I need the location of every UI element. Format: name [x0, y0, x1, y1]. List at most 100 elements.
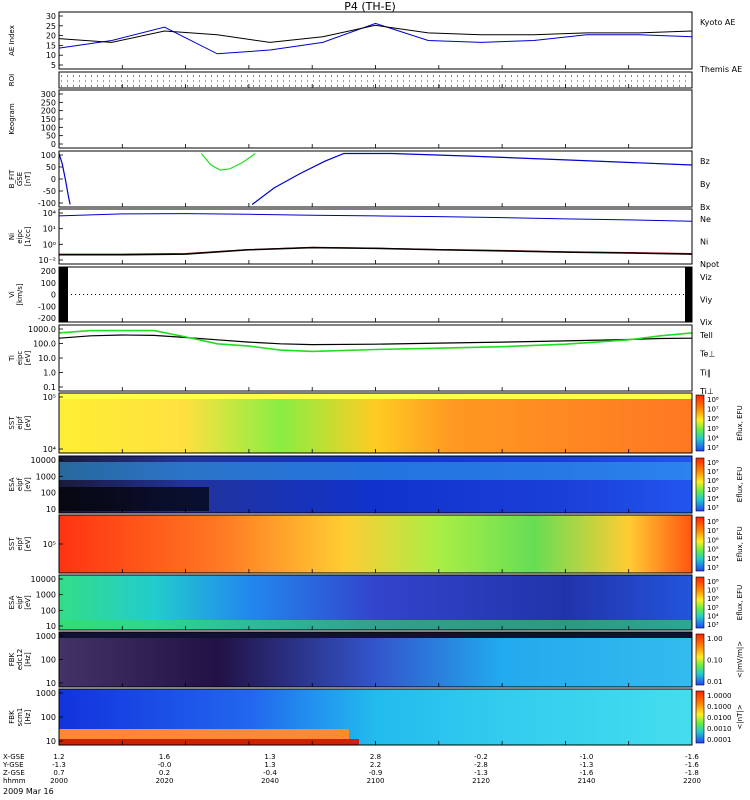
ni-series-line: [59, 246, 693, 256]
keogram-ytick: 150: [41, 115, 56, 124]
fbk1-ytick: 100: [41, 656, 56, 665]
esa2-colorbar-tick: 10⁶: [707, 595, 719, 603]
esa2-ylabel: eipf: [16, 595, 24, 609]
sst1-ytick: 10⁴: [43, 445, 56, 454]
sst1-colorbar-label: Eflux, EFU: [736, 405, 744, 440]
footer-value: 2.8: [370, 753, 381, 761]
ae-ytick: 5: [51, 61, 56, 70]
sst1-ylabel: eipf: [16, 416, 24, 430]
plot-title: P4 (TH-E): [344, 0, 396, 13]
vi-legend: Viy: [700, 296, 713, 305]
bfit-frame: [58, 150, 693, 208]
ae-ytick: 30: [46, 12, 56, 21]
esa1-colorbar-tick: 10⁷: [707, 468, 719, 476]
fbk2-band: [59, 739, 359, 745]
esa1-ylabel: eipf: [16, 477, 24, 491]
keogram-ytick: 50: [46, 132, 56, 141]
fbk2-ytick: 10: [46, 737, 56, 746]
fbk1-ytick: 10: [46, 679, 56, 688]
sst1-ytick: 10⁵: [43, 393, 56, 402]
esa1-colorbar-tick: 10³: [707, 504, 719, 512]
ni-legend: Ni: [700, 238, 708, 247]
sst1-colorbar-tick: 10⁸: [707, 396, 719, 404]
ti-ylabel: eipc: [16, 351, 24, 366]
keogram-ytick: 100: [41, 123, 56, 132]
footer-value: 2200: [683, 777, 701, 785]
esa2-colorbar-tick: 10⁴: [707, 612, 719, 620]
esa1-colorbar: [695, 457, 705, 512]
footer-row-label: hhmm: [3, 777, 26, 785]
sst1-colorbar: [695, 394, 705, 452]
esa1-band: [59, 462, 692, 480]
fbk2-colorbar-tick: 0.0010: [707, 725, 732, 733]
bfit-ytick: -50: [43, 187, 56, 196]
fbk2-ylabel: [Hz]: [24, 710, 32, 725]
esa2-colorbar-label: Eflux, EFU: [736, 585, 744, 620]
footer-value: 0.7: [53, 769, 64, 777]
footer-value: -1.8: [685, 769, 699, 777]
footer-value: -1.3: [580, 761, 594, 769]
bfit-ylabel: GSE: [16, 172, 24, 186]
esa1-ytick: 1000: [36, 472, 56, 481]
ae-frame: [58, 11, 693, 70]
ae-ytick: 15: [46, 41, 56, 50]
esa2-band: [59, 620, 692, 630]
footer-value: -2.8: [474, 761, 488, 769]
keogram-spectrogram: [59, 90, 692, 148]
ni-legend: Ne: [700, 215, 711, 224]
ti-ytick: 0.1: [43, 383, 56, 392]
sst1-ylabel: [eV]: [24, 415, 32, 430]
footer-value: -0.4: [263, 769, 277, 777]
sst1-colorbar-tick: 10⁷: [707, 406, 719, 414]
footer-value: -1.6: [685, 753, 699, 761]
sst1-colorbar-tick: 10⁶: [707, 415, 719, 423]
esa2-colorbar-tick: 10⁸: [707, 578, 719, 586]
sst1-band: [59, 393, 692, 399]
date-label: 2009 Mar 16: [3, 787, 54, 796]
sst1-spectrogram: [59, 393, 692, 453]
esa1-colorbar-tick: 10⁸: [707, 459, 719, 467]
bfit-series-line: [200, 153, 256, 171]
vi-edge-bar: [59, 267, 68, 322]
esa2-ytick: 10000: [31, 575, 56, 584]
ti-legend: Ti⊥: [699, 387, 714, 396]
fbk2-ylabel: FBK: [8, 710, 16, 724]
ti-series-line: [58, 334, 693, 346]
bfit-legend: Bx: [700, 203, 710, 212]
fbk2-colorbar-label: <|nT|>: [736, 704, 744, 729]
bfit-ylabel: [nT]: [24, 172, 32, 186]
footer-value: 2100: [367, 777, 385, 785]
footer-value: -1.0: [580, 753, 594, 761]
sst2-colorbar-label: Eflux, EFU: [736, 526, 744, 561]
ti-legend: Tell: [699, 331, 713, 340]
esa1-ytick: 10000: [31, 456, 56, 465]
vi-ytick: 0: [51, 291, 56, 300]
footer-value: 1.6: [159, 753, 171, 761]
sst1-colorbar-tick: 10³: [707, 444, 719, 452]
ti-legend: Te⊥: [699, 350, 715, 359]
vi-legend: Vix: [700, 318, 713, 327]
sst2-colorbar-tick: 10⁷: [707, 527, 719, 535]
sst2-ylabel: eipf: [16, 537, 24, 551]
bfit-series-line: [251, 152, 693, 205]
vi-ytick: -100: [38, 302, 56, 311]
sst2-colorbar-tick: 10⁵: [707, 546, 719, 554]
esa2-ylabel: ESA: [8, 595, 16, 609]
footer-value: 2020: [156, 777, 174, 785]
ni-legend: Npot: [700, 260, 719, 269]
sst2-colorbar: [695, 516, 705, 572]
ni-series-line: [58, 213, 693, 222]
ti-legend: Ti∥: [699, 368, 711, 377]
ti-ytick: 100.0: [33, 340, 56, 349]
ti-ytick: 1000.0: [28, 325, 56, 334]
vi-ylabel: [km/s]: [16, 283, 24, 306]
vi-legend: Viz: [700, 273, 712, 282]
roi-ylabel: ROI: [8, 74, 16, 86]
sst1-colorbar-tick: 10⁵: [707, 425, 719, 433]
esa2-colorbar: [695, 576, 705, 629]
footer-value: -1.3: [52, 761, 66, 769]
footer-row-label: Z-GSE: [3, 769, 25, 777]
esa2-ytick: 100: [41, 606, 56, 615]
bfit-ytick: 100: [41, 151, 56, 160]
fbk2-colorbar-tick: 0.1000: [707, 703, 732, 711]
